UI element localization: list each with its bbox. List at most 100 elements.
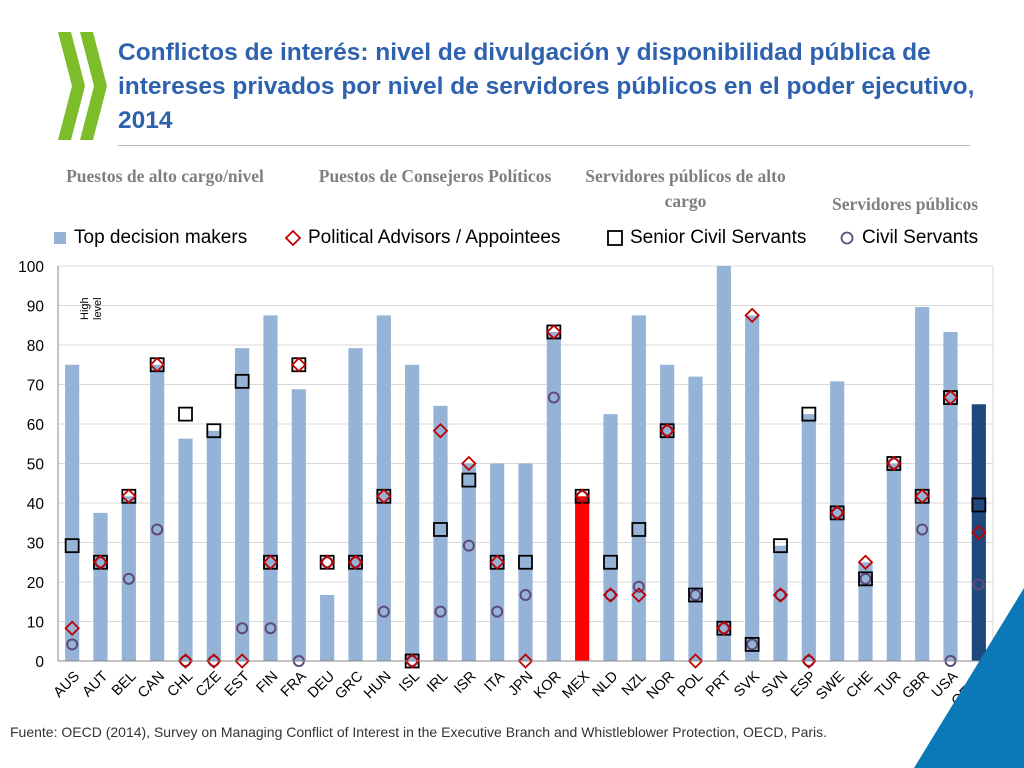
y-tick-label: 20 [27,575,45,592]
marker-advisor-nld [602,587,619,603]
marker-senior-nzl [631,522,647,537]
oecd-logo [58,32,107,140]
bar-bel [121,496,136,661]
marker-civil-isr [462,539,475,552]
marker-senior-aus [64,538,80,554]
marker-advisor-tur [886,455,902,472]
marker-civil-irl [434,605,447,618]
bar-isr [461,463,476,661]
y-tick-label: 10 [27,615,45,632]
marker-civil-kor [547,391,560,404]
marker-advisor-usa [942,389,959,406]
x-tick-label-svn: SVN [759,669,791,701]
marker-advisor-svn [772,587,789,603]
x-tick-label-che: CHE [843,668,876,701]
bar-esp [801,414,816,661]
bar-cze [206,430,221,661]
x-tick-label-nld: NLD [589,669,621,701]
bar-kor [546,331,561,661]
x-tick-label-isl: ISL [396,669,423,696]
bar-est [235,348,250,661]
marker-civil-pol [689,589,702,602]
bar-gbr [915,307,930,661]
marker-senior-che [858,571,873,587]
bar-can [150,364,165,661]
legend-circle-swatch [840,231,854,245]
x-tick-label-svk: SVK [731,668,763,700]
x-tick-label-nor: NOR [644,669,678,703]
marker-civil-che [859,572,872,585]
x-tick-label-hun: HUN [361,669,395,703]
bar-fin [263,315,278,661]
logo-chevron-left [58,32,85,140]
bar-hun [376,315,391,661]
legend-label-civil-servants: Civil Servants [862,227,979,248]
marker-civil-svn [774,589,787,602]
marker-advisor-fra [291,356,307,373]
source-footnote: Fuente: OECD (2014), Survey on Managing … [10,724,828,740]
marker-senior-cze [206,423,222,439]
x-tick-label-chl: CHL [164,669,196,701]
x-tick-label-aut: AUT [80,668,112,700]
marker-advisor-svk [744,307,760,324]
marker-civil-est [236,622,249,635]
marker-advisor-cze [206,653,222,669]
marker-civil-mex [576,490,589,503]
x-tick-label-kor: KOR [531,669,565,703]
bar-prt [716,266,731,661]
marker-series [64,307,987,669]
marker-civil-deu [321,556,334,569]
marker-advisor-ita [489,554,505,571]
x-tick-label-aus: AUS [51,669,83,701]
bar-deu [320,595,335,661]
x-tick-label-cze: CZE [193,668,225,700]
legend-diamond-swatch [284,229,302,247]
marker-senior-oecd [971,497,987,513]
bar-oecd [971,404,986,661]
marker-civil-nld [604,589,617,602]
marker-advisor-mex [574,488,590,505]
marker-civil-nor [661,424,674,437]
marker-advisor-deu [319,554,335,571]
legend-label-senior-civil-servants: Senior Civil Servants [630,227,807,248]
bar-aut [93,512,108,661]
page-title: Conflictos de interés: nivel de divulgac… [118,39,975,134]
bar-tur [886,463,901,661]
marker-civil-bel [122,572,135,585]
bar-svk [745,315,760,661]
chart-legend: Top decision makers Political Advisors /… [50,224,1010,252]
marker-civil-gbr [916,523,929,536]
marker-advisor-est [234,653,250,669]
marker-advisor-aus [64,620,80,636]
corner-decoration [914,588,1024,768]
marker-advisor-fin [262,554,279,571]
y-tick-label: 50 [27,457,45,474]
x-tick-label-mex: MEX [559,668,593,702]
marker-senior-esp [801,406,817,422]
bar-mex [575,496,590,661]
group-header-civil-servants: Servidores públicos [831,194,978,214]
marker-advisor-grc [347,554,364,571]
marker-civil-oecd [972,578,985,591]
marker-civil-aut [94,556,107,569]
marker-senior-fra [291,357,307,373]
y-tick-label: 70 [27,378,45,395]
x-tick-label-fin: FIN [253,669,281,697]
x-tick-label-nzl: NZL [619,669,650,700]
marker-advisor-swe [829,505,845,521]
bar-nzl [631,315,646,661]
group-header-political-advisors: Puestos de Consejeros Políticos [318,166,552,186]
marker-senior-nld [603,554,618,570]
marker-advisor-isl [404,653,420,669]
group-header-top-positions: Puestos de alto cargo/nivel [66,166,264,186]
legend-label-top-decision-makers: Top decision makers [74,227,248,248]
marker-senior-chl [178,406,193,422]
legend-label-political-advisors: Political Advisors / Appointees [308,227,561,248]
bar-series [65,266,986,661]
x-tick-label-prt: PRT [703,668,735,700]
marker-advisor-esp [801,653,817,669]
y-tick-label: 60 [27,417,45,434]
bar-irl [433,405,448,661]
marker-advisor-pol [687,653,704,669]
